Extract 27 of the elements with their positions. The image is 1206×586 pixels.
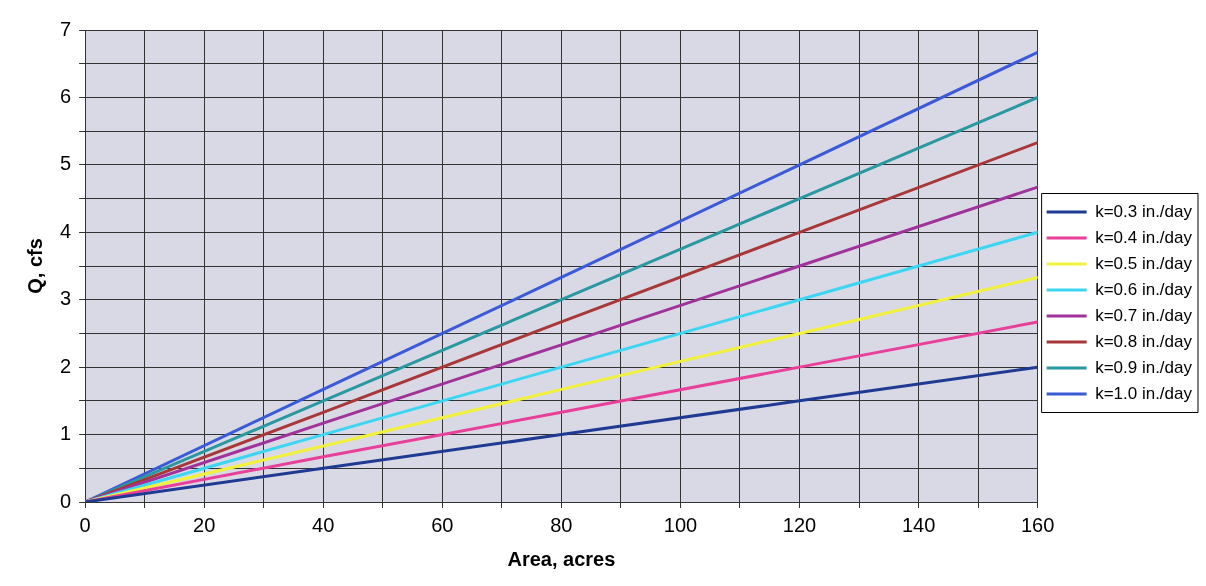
legend-label: k=0.7 in./day	[1095, 305, 1193, 325]
y-tick-label: 5	[60, 152, 72, 175]
x-axis-title: Area, acres	[507, 547, 616, 570]
legend-label: k=0.6 in./day	[1095, 279, 1193, 299]
y-tick-label: 4	[60, 219, 72, 242]
y-tick-label: 1	[60, 422, 72, 445]
x-tick-label: 0	[79, 513, 91, 536]
x-tick-label: 120	[782, 513, 817, 536]
y-axis-title: Q, cfs	[23, 238, 46, 294]
x-tick-label: 60	[431, 513, 454, 536]
legend-label: k=0.9 in./day	[1095, 357, 1193, 377]
x-tick-label: 160	[1020, 513, 1055, 536]
x-tick-label: 140	[901, 513, 936, 536]
legend-label: k=0.3 in./day	[1095, 201, 1193, 221]
x-tick-label: 40	[312, 513, 335, 536]
y-tick-label: 7	[60, 17, 72, 40]
y-tick-label: 0	[60, 489, 72, 512]
x-tick-label: 80	[550, 513, 573, 536]
y-tick-label: 3	[60, 287, 72, 310]
legend-label: k=1.0 in./day	[1095, 383, 1193, 403]
x-tick-label: 100	[663, 513, 698, 536]
x-tick-label: 20	[193, 513, 216, 536]
y-tick-label: 6	[60, 84, 72, 107]
legend-label: k=0.8 in./day	[1095, 331, 1193, 351]
legend-label: k=0.5 in./day	[1095, 253, 1193, 273]
y-tick-label: 2	[60, 354, 72, 377]
legend-label: k=0.4 in./day	[1095, 227, 1193, 247]
